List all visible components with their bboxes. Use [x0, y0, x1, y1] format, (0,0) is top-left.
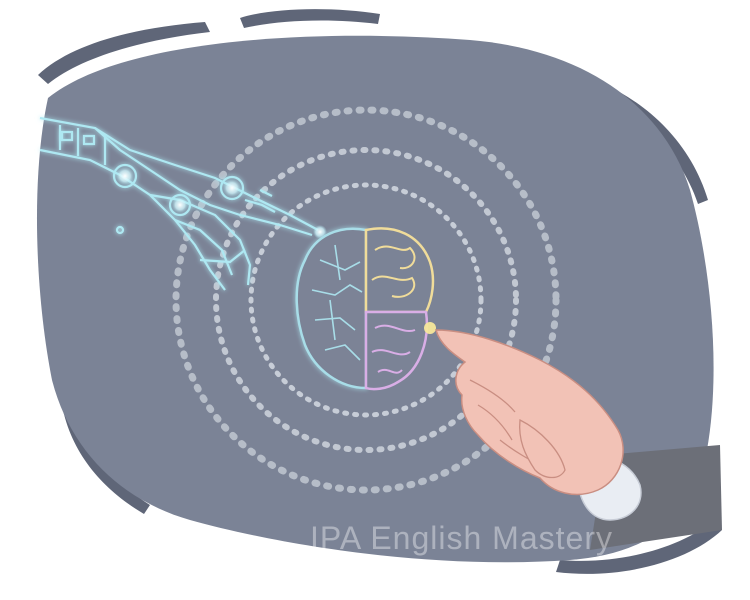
frame-stroke-top-left — [38, 22, 210, 84]
frame-stroke-top — [240, 9, 380, 29]
energy-ring-outer — [172, 106, 560, 494]
brain-right-bottom-folds — [371, 324, 416, 374]
robot-joint-lights — [116, 167, 327, 239]
brain-right-top-lobe — [364, 227, 435, 314]
robot-hand-icon — [39, 116, 319, 291]
energy-ring-middle — [213, 147, 519, 453]
energy-rings — [172, 106, 560, 494]
touch-point — [424, 322, 436, 334]
hand-palm — [435, 329, 624, 496]
frame-stroke-bottom-right — [556, 520, 722, 574]
brain-right-top-folds — [371, 245, 416, 298]
brain-left-circuits — [311, 244, 363, 361]
human-hand-icon — [435, 329, 722, 550]
brain-icon — [295, 227, 436, 391]
thumb — [519, 418, 566, 479]
energy-ring-inner — [248, 182, 484, 418]
